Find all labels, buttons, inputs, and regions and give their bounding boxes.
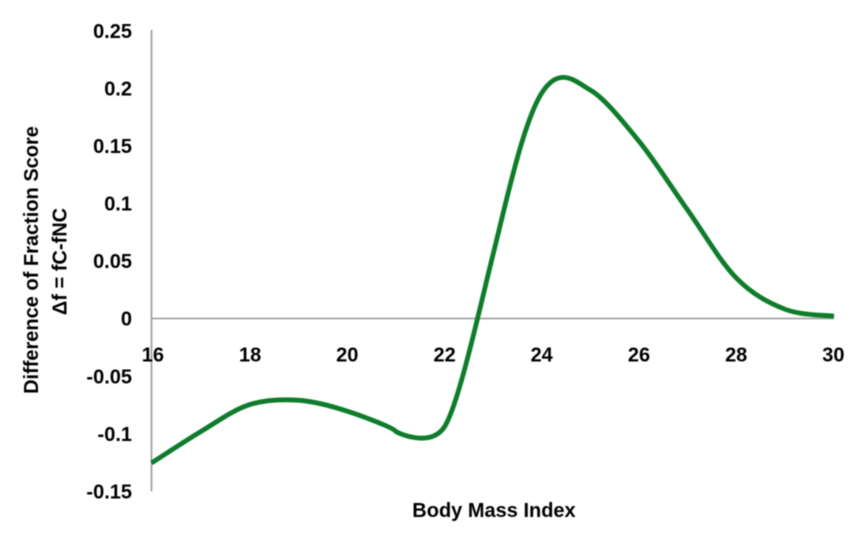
svg-text:20: 20: [336, 344, 358, 366]
svg-text:26: 26: [628, 344, 650, 366]
svg-text:-0.15: -0.15: [86, 481, 132, 503]
svg-text:0.05: 0.05: [93, 251, 132, 273]
svg-text:24: 24: [531, 344, 554, 366]
svg-text:30: 30: [822, 344, 844, 366]
svg-text:0.2: 0.2: [104, 79, 132, 101]
svg-text:18: 18: [239, 344, 261, 366]
svg-text:0: 0: [121, 309, 132, 331]
svg-text:0.1: 0.1: [104, 194, 132, 216]
svg-text:-0.05: -0.05: [86, 366, 132, 388]
svg-text:22: 22: [433, 344, 455, 366]
svg-text:0.15: 0.15: [93, 136, 132, 158]
svg-text:-0.1: -0.1: [98, 424, 132, 446]
svg-text:16: 16: [142, 344, 164, 366]
svg-text:Difference of Fraction Score: Difference of Fraction Score: [21, 126, 43, 394]
svg-text:Δf = fC-fNC: Δf = fC-fNC: [50, 208, 72, 315]
svg-text:0.25: 0.25: [93, 21, 132, 43]
svg-text:28: 28: [725, 344, 747, 366]
svg-text:Body Mass Index: Body Mass Index: [412, 500, 575, 522]
